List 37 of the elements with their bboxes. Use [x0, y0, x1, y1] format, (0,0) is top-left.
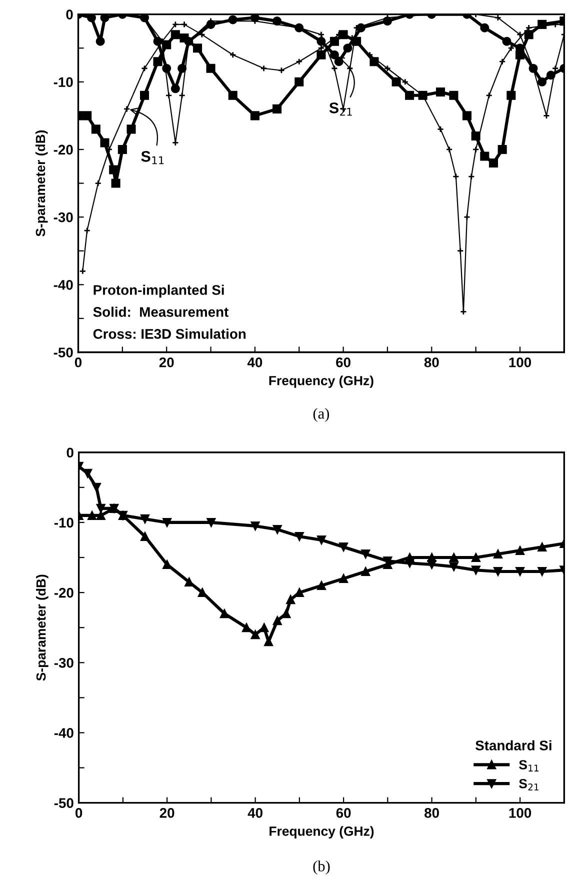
x-tick-label: 40 [248, 808, 262, 818]
y-tick-label: -50 [54, 798, 74, 808]
x-tick-label: 40 [247, 357, 262, 368]
y-axis-title: S-parameter (dB) [36, 574, 48, 681]
y-tick-label: 0 [66, 448, 74, 458]
x-tick-label: 20 [160, 808, 174, 818]
text: (b) [313, 860, 330, 874]
y-tick-label: -30 [54, 658, 74, 668]
text: (a) [313, 408, 330, 422]
annotation: Solid: Measurement [93, 306, 228, 317]
y-axis-title: S-parameter (dB) [35, 130, 48, 236]
legend-label: S$_{21}$ [519, 778, 538, 790]
x-tick-label: 100 [509, 808, 532, 818]
y-tick-label: -10 [54, 77, 73, 88]
x-tick-label: 60 [336, 357, 350, 368]
legend-label: S$_{11}$ [519, 760, 538, 772]
y-tick-label: -30 [54, 212, 73, 222]
annotation: Proton-implanted Si [94, 284, 224, 298]
x-tick-label: 0 [74, 357, 82, 368]
x-tick-label: 0 [76, 808, 82, 818]
y-tick-label: 0 [66, 10, 73, 20]
y-tick-label: -40 [54, 280, 73, 290]
annotation: S$_{11}$ [141, 151, 164, 164]
y-tick-label: -20 [54, 588, 74, 598]
x-tick-label: 80 [424, 357, 439, 368]
x-axis-title: Frequency (GHz) [269, 376, 374, 388]
y-tick-label: -40 [54, 728, 74, 738]
x-tick-label: 60 [336, 808, 351, 818]
x-tick-label: 20 [159, 357, 174, 368]
y-tick-label: -50 [54, 348, 73, 358]
x-tick-label: 80 [424, 808, 439, 818]
y-tick-label: -10 [54, 518, 74, 528]
y-tick-label: -20 [54, 144, 73, 155]
x-tick-label: 100 [509, 357, 532, 368]
legend-title: Standard Si [476, 740, 552, 750]
annotation: Cross: IE3D Simulation [93, 328, 246, 339]
x-axis-title: Frequency (GHz) [270, 826, 374, 838]
